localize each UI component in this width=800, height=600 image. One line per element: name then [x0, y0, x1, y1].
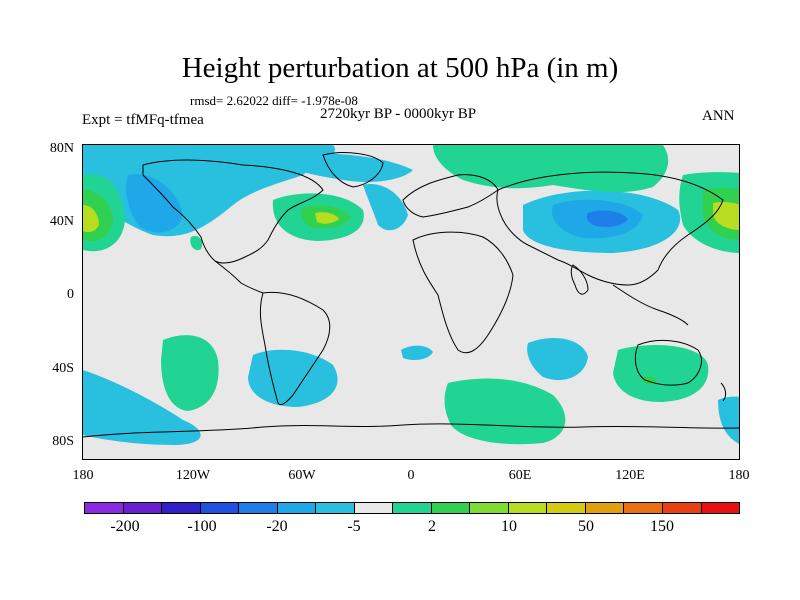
colorbar-label: -200: [110, 518, 140, 535]
colorbar-label: 50: [578, 518, 594, 535]
rmsd-diff-text: rmsd= 2.62022 diff= -1.978e-08: [190, 93, 358, 108]
anomaly-region: [718, 396, 739, 444]
colorbar-swatch: [162, 503, 201, 513]
colorbar-swatch: [547, 503, 586, 513]
colorbar-label: 2: [428, 518, 436, 535]
season-text: ANN: [702, 108, 735, 124]
coast-india: [570, 264, 589, 295]
anomaly-region: [713, 202, 739, 230]
lat-label-0: 0: [67, 287, 74, 302]
lat-label-40s: 40S: [52, 361, 74, 376]
colorbar-label: 10: [501, 518, 517, 535]
coast-new-zealand: [720, 382, 727, 402]
lon-label-0: 0: [407, 468, 415, 483]
colorbar-swatch: [470, 503, 509, 513]
anomaly-region: [161, 335, 219, 411]
lon-label-60e: 60E: [508, 468, 532, 483]
colorbar-swatch: [316, 503, 355, 513]
colorbar-swatch: [123, 503, 163, 513]
anomaly-region: [363, 184, 408, 231]
lat-label-80n: 80N: [49, 141, 74, 156]
coast-antarctica: [83, 423, 739, 438]
lon-label-60w: 60W: [288, 468, 316, 483]
colorbar-swatch: [277, 503, 317, 513]
colorbar-label: 150: [650, 518, 674, 535]
colorbar-swatch: [662, 503, 702, 513]
lat-label-80s: 80S: [52, 434, 74, 449]
colorbar-swatch: [431, 503, 471, 513]
chart-title: Height perturbation at 500 hPa (in m): [181, 52, 619, 84]
coast-australia: [634, 340, 702, 386]
colorbar-swatch: [393, 503, 432, 513]
anomaly-region: [586, 210, 628, 227]
colorbar-swatch: [624, 503, 663, 513]
colorbar: [84, 502, 740, 514]
anomaly-region: [527, 337, 588, 381]
anomaly-region: [273, 153, 413, 182]
anomaly-region: [401, 345, 433, 360]
coast-central-america: [214, 260, 264, 294]
colorbar-swatch: [585, 503, 625, 513]
positive-anomaly-regions: [83, 145, 739, 445]
colorbar-label: -5: [347, 518, 361, 535]
colorbar-swatch: [701, 503, 740, 513]
anomaly-region: [315, 212, 339, 224]
anomaly-region: [83, 205, 99, 233]
lon-label-120w: 120W: [175, 468, 211, 483]
colorbar-swatch: [239, 503, 278, 513]
anomaly-region: [248, 349, 338, 407]
anomaly-region: [190, 235, 203, 251]
anomaly-region: [126, 174, 183, 233]
map-panel: [82, 144, 740, 460]
colorbar-swatch: [508, 503, 548, 513]
coast-greenland: [322, 152, 384, 188]
coast-asia: [496, 171, 724, 286]
lat-label-40n: 40N: [49, 214, 74, 229]
coast-southeast-asia: [612, 284, 689, 326]
coast-south-america: [259, 291, 331, 406]
lon-label-180e: 180: [728, 468, 750, 483]
coast-europe: [402, 174, 499, 218]
anomaly-region: [83, 370, 201, 445]
experiment-text: Expt = tfMFq-tfmea: [82, 112, 204, 128]
period-text: 2720kyr BP - 0000kyr BP: [320, 106, 477, 122]
coast-africa: [412, 231, 514, 354]
colorbar-swatch: [354, 503, 394, 513]
colorbar-label: -100: [187, 518, 217, 535]
anomaly-region: [613, 345, 709, 403]
coast-north-america: [142, 159, 324, 264]
anomaly-region: [444, 378, 566, 445]
colorbar-label: -20: [266, 518, 288, 535]
lon-label-120e: 120E: [615, 468, 645, 483]
colorbar-swatch: [85, 503, 124, 513]
lon-label-180w: 180: [72, 468, 94, 483]
coastlines: [83, 152, 739, 438]
colorbar-swatch: [200, 503, 240, 513]
anomaly-region: [433, 145, 669, 193]
anomaly-map: [83, 145, 739, 445]
